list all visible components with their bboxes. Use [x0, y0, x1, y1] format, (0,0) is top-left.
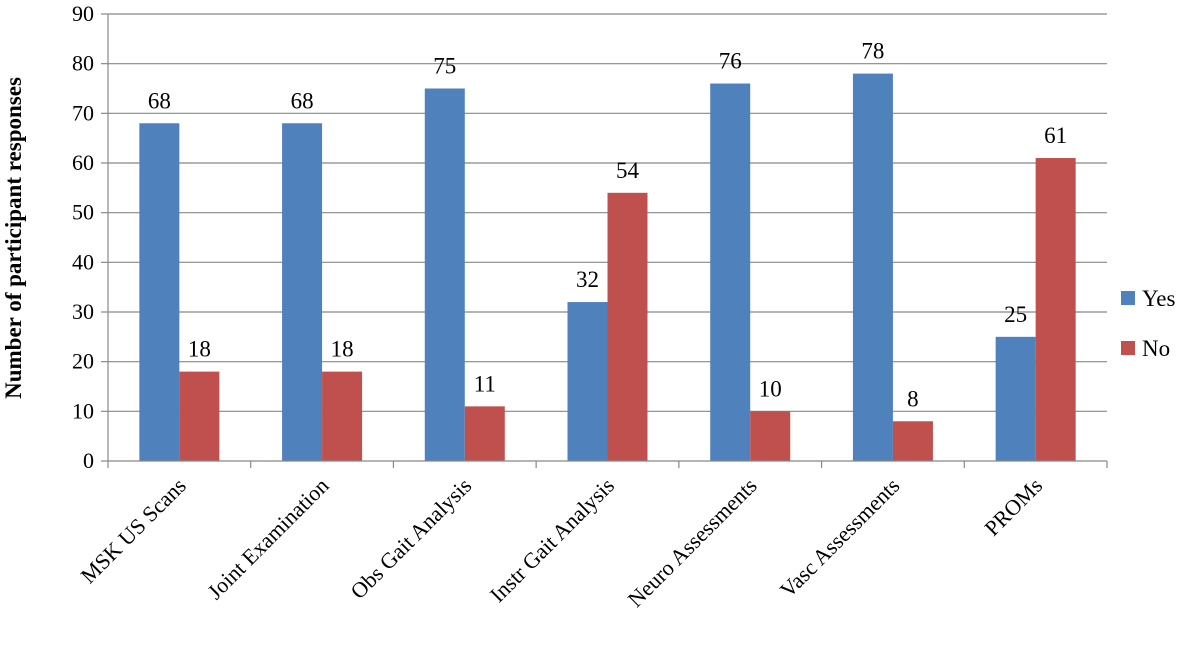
data-label: 75	[433, 54, 456, 79]
data-label: 8	[907, 386, 919, 411]
bar-yes	[567, 302, 608, 461]
legend-label-yes: Yes	[1142, 286, 1176, 311]
data-label: 54	[616, 158, 640, 183]
bar-no	[322, 371, 363, 461]
y-tick-labels: 0 10 20 30 40 50 60 70 80 90	[72, 1, 94, 473]
bar-no	[179, 371, 220, 461]
bar-no	[464, 406, 505, 461]
y-tick-label: 30	[72, 299, 94, 324]
bar-yes	[852, 73, 893, 461]
data-label: 10	[759, 376, 782, 401]
y-tick-label: 70	[72, 100, 94, 125]
y-tick-label: 0	[83, 448, 94, 473]
bar-no	[607, 192, 648, 462]
data-label: 76	[719, 49, 742, 74]
x-category-label: PROMs	[979, 473, 1047, 541]
y-tick-label: 10	[72, 398, 94, 423]
x-category-label: Instr Gait Analysis	[485, 473, 619, 607]
x-category-labels: MSK US Scans Joint Examination Obs Gait An…	[76, 473, 1048, 612]
bar-no	[892, 421, 933, 461]
bar-no	[750, 411, 791, 461]
data-label: 18	[188, 337, 211, 362]
bar-yes	[995, 336, 1036, 461]
y-tick-label: 60	[72, 150, 94, 175]
data-labels: 68 18 68 18 75 11 32 54 76 10 78 8 25 61	[148, 39, 1067, 412]
x-category-label: Joint Examination	[202, 473, 333, 604]
data-label: 78	[861, 39, 884, 64]
legend-label-no: No	[1142, 336, 1170, 361]
y-tick-label: 80	[72, 51, 94, 76]
data-label: 25	[1004, 302, 1027, 327]
data-label: 68	[148, 88, 171, 113]
bar-no	[1035, 158, 1076, 462]
legend-swatch-no	[1121, 341, 1135, 355]
legend: Yes No	[1121, 286, 1176, 361]
x-category-label: Neuro Assessments	[623, 473, 762, 612]
bars	[139, 73, 1076, 462]
data-label: 68	[291, 88, 314, 113]
data-label: 61	[1044, 123, 1067, 148]
bar-yes	[139, 123, 180, 462]
data-label: 11	[474, 371, 496, 396]
bar-yes	[710, 83, 751, 462]
x-category-label: Vasc Assessments	[775, 473, 905, 603]
data-label: 18	[331, 337, 354, 362]
bar-yes	[282, 123, 323, 462]
data-label: 32	[576, 267, 599, 292]
x-category-label: MSK US Scans	[76, 473, 191, 588]
y-tick-label: 50	[72, 200, 94, 225]
legend-swatch-yes	[1121, 291, 1135, 305]
bar-yes	[424, 88, 465, 461]
y-axis-title: Number of participant responses	[1, 77, 26, 399]
x-category-label: Obs Gait Analysis	[345, 473, 476, 604]
y-tick-label: 90	[72, 1, 94, 26]
y-tick-label: 20	[72, 349, 94, 374]
y-tick-label: 40	[72, 249, 94, 274]
axes	[101, 13, 1108, 468]
